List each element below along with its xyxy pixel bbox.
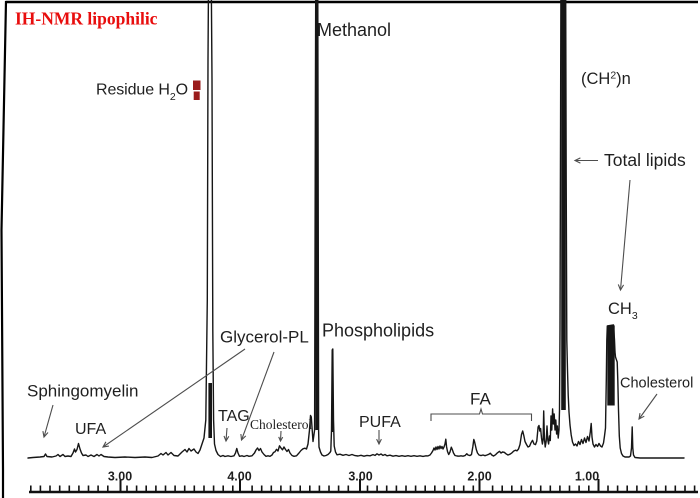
svg-text:Glycerol-PL: Glycerol-PL (220, 328, 309, 347)
svg-text:CH3: CH3 (608, 300, 638, 322)
svg-text:Phospholipids: Phospholipids (322, 321, 434, 341)
svg-text:Total lipids: Total lipids (604, 150, 686, 170)
svg-text:FA: FA (470, 390, 491, 409)
svg-text:IH-NMR lipophilic: IH-NMR lipophilic (15, 9, 158, 29)
svg-text:3.00: 3.00 (108, 470, 132, 484)
svg-text:UFA: UFA (75, 421, 106, 438)
svg-text:(CH2)n: (CH2)n (581, 70, 631, 89)
svg-text:Methanol: Methanol (317, 20, 391, 40)
svg-text:3.00: 3.00 (348, 470, 372, 484)
svg-text:4.00: 4.00 (227, 470, 251, 484)
svg-text:2.00: 2.00 (467, 470, 491, 484)
svg-text:Cholesterol: Cholesterol (250, 417, 312, 432)
svg-text:TAG: TAG (218, 408, 250, 425)
svg-text:Cholesterol: Cholesterol (620, 376, 693, 392)
svg-text:Sphingomyelin: Sphingomyelin (27, 382, 139, 401)
svg-text:1.00: 1.00 (575, 470, 599, 484)
svg-text:Residue H2O: Residue H2O (96, 82, 188, 104)
svg-text:PUFA: PUFA (359, 414, 401, 431)
